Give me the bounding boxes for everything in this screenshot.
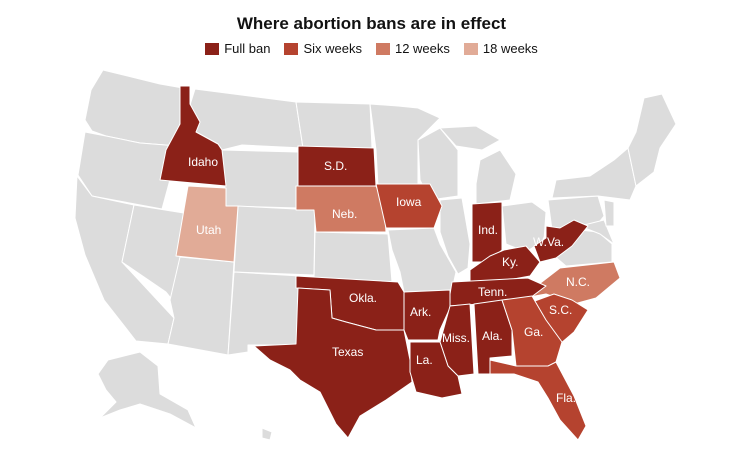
state-new-mexico xyxy=(227,271,301,356)
label-neb: Neb. xyxy=(332,207,357,221)
legend-swatch-18-weeks xyxy=(463,42,478,55)
state-alaska xyxy=(97,351,197,429)
legend-swatch-12-weeks xyxy=(375,42,390,55)
label-ky: Ky. xyxy=(502,255,518,269)
legend-item-12-weeks: 12 weeks xyxy=(375,41,450,56)
label-miss: Miss. xyxy=(442,331,470,345)
state-wyoming xyxy=(221,149,299,209)
state-hawaii xyxy=(261,427,273,441)
state-texas xyxy=(253,287,413,439)
unaffected-states xyxy=(74,69,677,441)
legend-label-six-weeks: Six weeks xyxy=(303,41,362,56)
legend-label-18-weeks: 18 weeks xyxy=(482,41,538,56)
label-okla: Okla. xyxy=(349,291,377,305)
legend-swatch-six-weeks xyxy=(284,42,299,55)
state-arizona xyxy=(167,256,235,356)
label-ala: Ala. xyxy=(482,329,503,343)
label-utah: Utah xyxy=(196,223,221,237)
label-fla: Fla. xyxy=(556,391,576,405)
label-ark: Ark. xyxy=(410,305,431,319)
legend-label-12-weeks: 12 weeks xyxy=(394,41,450,56)
label-wva: W.Va. xyxy=(533,235,564,249)
state-new-jersey xyxy=(603,199,615,227)
state-labels: Idaho S.D. Neb. Iowa Utah Ind. W.Va. Ky.… xyxy=(188,155,590,405)
state-kansas xyxy=(313,231,393,283)
ban-states xyxy=(159,85,621,441)
label-idaho: Idaho xyxy=(188,155,218,169)
state-idaho xyxy=(159,85,227,187)
state-north-dakota xyxy=(295,101,373,149)
label-tenn: Tenn. xyxy=(478,285,507,299)
legend-item-six-weeks: Six weeks xyxy=(284,41,362,56)
label-la: La. xyxy=(416,353,433,367)
label-texas: Texas xyxy=(332,345,363,359)
state-louisiana xyxy=(409,341,463,399)
label-ga: Ga. xyxy=(524,325,543,339)
label-iowa: Iowa xyxy=(396,195,422,209)
state-michigan xyxy=(475,149,517,205)
state-iowa xyxy=(375,183,443,229)
label-nc: N.C. xyxy=(566,275,590,289)
state-new-york xyxy=(551,147,637,201)
map-title: Where abortion bans are in effect xyxy=(236,14,507,33)
label-sc: S.C. xyxy=(549,303,572,317)
state-utah xyxy=(175,185,239,263)
state-michigan-upper xyxy=(439,125,501,151)
state-new-england xyxy=(627,93,677,187)
legend: Full ban Six weeks 12 weeks 18 weeks xyxy=(0,41,743,56)
state-colorado xyxy=(233,205,316,276)
legend-swatch-full-ban xyxy=(205,42,220,55)
state-illinois xyxy=(439,197,471,275)
label-ind: Ind. xyxy=(478,223,498,237)
legend-item-full-ban: Full ban xyxy=(205,41,270,56)
state-florida xyxy=(489,359,587,441)
state-west-virginia xyxy=(533,219,589,263)
legend-label-full-ban: Full ban xyxy=(224,41,271,56)
label-sd: S.D. xyxy=(324,159,347,173)
legend-item-18-weeks: 18 weeks xyxy=(463,41,538,56)
state-nevada xyxy=(121,204,191,303)
